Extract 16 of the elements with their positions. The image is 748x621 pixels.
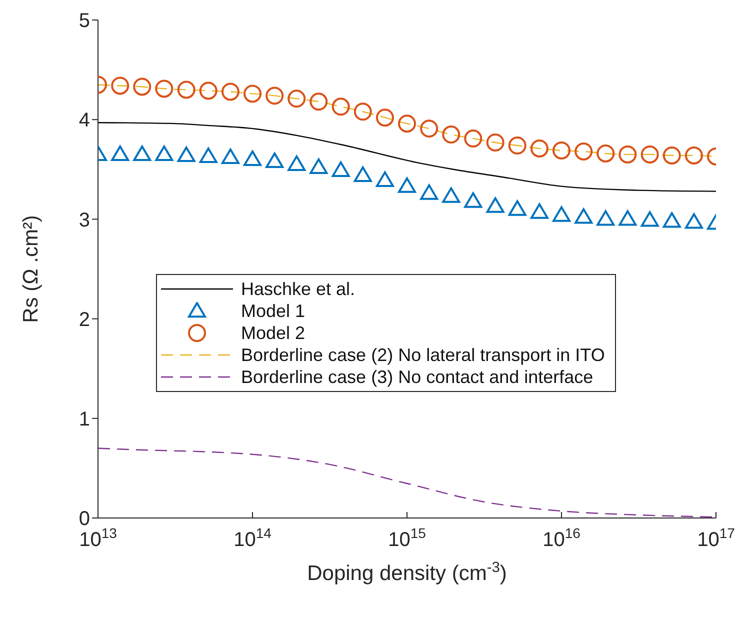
legend-label: Model 1 [241, 300, 306, 320]
legend-label: Model 2 [241, 322, 306, 342]
x-tick-label: 10$^{15}$ [388, 525, 426, 551]
legend-label: Haschke et al. [241, 278, 356, 298]
x-tick-label: 10$^{17}$ [697, 525, 736, 551]
y-tick-label: 1 [78, 408, 90, 430]
y-tick-label: 3 [78, 209, 90, 232]
x-tick-label: 10$^{16}$ [542, 525, 581, 551]
x-axis-title: Doping density (cm$^{-3}$) [307, 560, 507, 585]
legend-label: Borderline case (3) No contact and interface [241, 366, 594, 386]
y-tick-label: 4 [78, 110, 90, 132]
y-tick-label: 5 [78, 10, 90, 32]
legend-label: Borderline case (2) No lateral transport in ITO [241, 344, 605, 364]
y-axis-title: Rs (Ω .cm²) [19, 215, 42, 323]
y-tick-label: 2 [78, 308, 90, 331]
x-tick-label: 10$^{14}$ [234, 525, 272, 551]
